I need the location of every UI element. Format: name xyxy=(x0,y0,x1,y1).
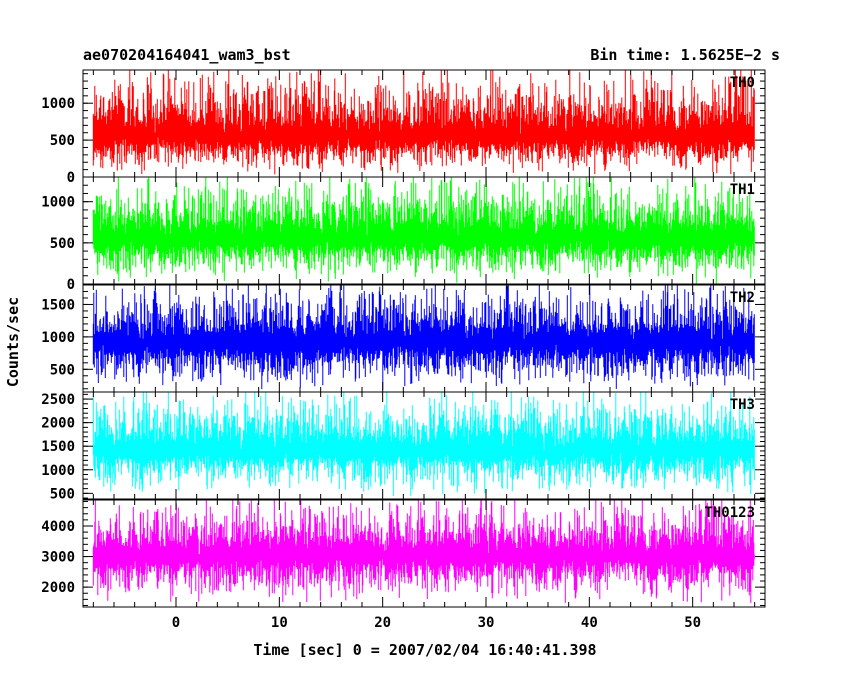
y-tick-label: 0 xyxy=(67,277,75,293)
series-th0123 xyxy=(92,500,755,604)
y-tick-label: 500 xyxy=(50,362,75,378)
panel-label: TH0 xyxy=(730,75,755,91)
y-tick-label: 3000 xyxy=(41,550,75,566)
y-tick-label: 2000 xyxy=(41,416,75,432)
panel-th1: 0 500 1000 TH1 xyxy=(41,176,766,293)
y-tick-label: 4000 xyxy=(41,519,75,535)
x-axis: 0 10 20 30 40 50 xyxy=(172,615,701,631)
panel-th3: 500 1000 1500 2000 2500 TH3 xyxy=(41,391,766,502)
y-tick-label: 2000 xyxy=(41,580,75,596)
x-tick-label: 40 xyxy=(581,615,598,631)
y-axis-label: Counts/sec xyxy=(4,297,22,387)
panels-group: 0 500 1000 TH0 0 500 1000 TH1 500 1000 1500 TH2 500 1… xyxy=(41,69,766,608)
panel-label: TH0123 xyxy=(704,505,755,521)
y-tick-label: 1500 xyxy=(41,439,75,455)
y-tick-label: 2500 xyxy=(41,392,75,408)
y-tick-label: 1500 xyxy=(41,297,75,313)
panel-label: TH3 xyxy=(730,397,755,413)
y-tick-label: 1000 xyxy=(41,463,75,479)
panel-label: TH1 xyxy=(730,182,755,198)
x-tick-label: 0 xyxy=(172,615,180,631)
series-th2 xyxy=(92,285,755,391)
series-th3 xyxy=(92,392,755,497)
y-tick-label: 0 xyxy=(67,170,75,186)
y-tick-label: 500 xyxy=(50,236,75,252)
x-tick-label: 10 xyxy=(271,615,288,631)
bin-time-label: Bin time: 1.5625E−2 s xyxy=(590,46,780,64)
x-tick-label: 30 xyxy=(478,615,495,631)
series-th0 xyxy=(92,70,755,175)
panel-th2: 500 1000 1500 TH2 xyxy=(41,284,766,393)
chart-title: ae070204164041_wam3_bst xyxy=(83,46,291,64)
panel-label: TH2 xyxy=(730,290,755,306)
y-tick-label: 1000 xyxy=(41,330,75,346)
x-tick-label: 20 xyxy=(374,615,391,631)
y-tick-label: 500 xyxy=(50,133,75,149)
x-tick-label: 50 xyxy=(684,615,701,631)
y-tick-label: 500 xyxy=(50,486,75,502)
series-th1 xyxy=(92,177,755,284)
x-axis-label: Time [sec] 0 = 2007/02/04 16:40:41.398 xyxy=(253,641,596,659)
y-tick-label: 1000 xyxy=(41,96,75,112)
panel-th0: 0 500 1000 TH0 xyxy=(41,69,766,186)
y-tick-label: 1000 xyxy=(41,195,75,211)
panel-th0123: 2000 3000 4000 TH0123 xyxy=(41,499,766,608)
